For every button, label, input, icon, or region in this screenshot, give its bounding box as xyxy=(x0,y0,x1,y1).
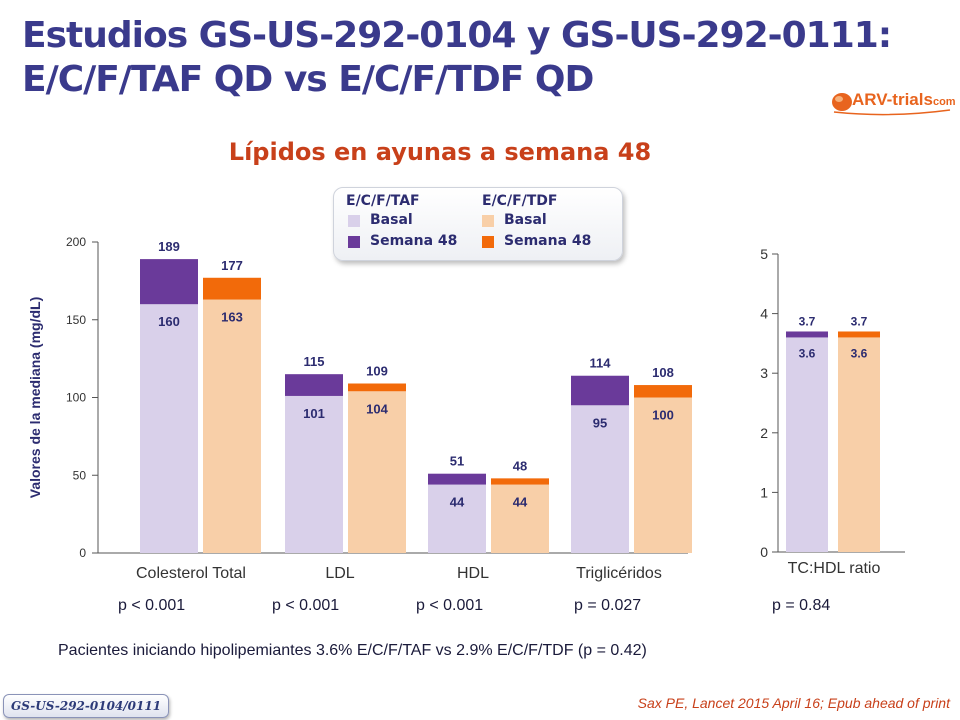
y-tick-label: 50 xyxy=(73,468,87,482)
reference-citation: Sax PE, Lancet 2015 April 16; Epub ahead… xyxy=(637,695,950,711)
p-value-colesterol: p < 0.001 xyxy=(118,597,186,614)
legend-swatch-tdf-week48 xyxy=(482,236,494,248)
data-label-taf-week48-ldl: 115 xyxy=(304,354,325,369)
bar-taf-basal-hdl xyxy=(428,484,486,553)
bar-taf-week48-tc-hdl xyxy=(786,331,828,338)
ratio-x-axis-title: TC:HDL ratio xyxy=(788,560,881,577)
legend-label-tdf-basal: Basal xyxy=(504,212,547,228)
ratio-y-tick-label: 0 xyxy=(760,544,768,560)
data-label-tdf-basal-hdl: 44 xyxy=(513,495,528,510)
p-value-tc-hdl: p = 0.84 xyxy=(772,597,831,614)
bar-taf-basal-tc-hdl xyxy=(786,337,828,552)
data-label-taf-basal-tc-hdl: 3.6 xyxy=(799,346,816,360)
bar-tdf-week48-trigliceridos xyxy=(634,385,692,398)
slide-title-line2: E/C/F/TAF QD vs E/C/F/TDF QD xyxy=(22,59,594,100)
p-value-hdl: p < 0.001 xyxy=(416,597,484,614)
data-label-tdf-basal-colesterol-total: 163 xyxy=(221,310,243,325)
y-axis-title: Valores de la mediana (mg/dL) xyxy=(27,297,43,499)
legend-swatch-taf-basal xyxy=(348,215,360,227)
y-tick-label: 0 xyxy=(79,546,86,560)
y-tick-label: 200 xyxy=(66,235,86,249)
logo-text-suffix: com xyxy=(932,96,956,108)
bar-tdf-week48-tc-hdl xyxy=(838,331,880,338)
bar-tdf-basal-hdl xyxy=(491,484,549,553)
logo-text: ARV-trialscom xyxy=(852,90,956,110)
bar-tdf-basal-colesterol-total xyxy=(203,299,261,553)
p-value-ldl: p < 0.001 xyxy=(272,597,340,614)
ratio-y-tick-label: 3 xyxy=(760,365,768,381)
ratio-y-tick-label: 5 xyxy=(760,246,768,262)
p-value-trigliceridos: p = 0.027 xyxy=(574,597,642,614)
legend-swatch-tdf-basal xyxy=(482,215,494,227)
data-label-taf-basal-colesterol-total: 160 xyxy=(158,314,180,329)
ratio-y-tick-label: 2 xyxy=(760,425,768,441)
data-label-tdf-week48-colesterol-total: 177 xyxy=(221,258,243,273)
bar-taf-week48-hdl xyxy=(428,473,486,485)
x-category-label-hdl: HDL xyxy=(457,565,489,582)
data-label-tdf-week48-hdl: 48 xyxy=(513,458,527,473)
bar-tdf-week48-ldl xyxy=(348,383,406,392)
data-label-taf-week48-colesterol-total: 189 xyxy=(158,239,180,254)
footnote-hypolipidemic: Pacientes iniciando hipolipemiantes 3.6%… xyxy=(58,642,647,659)
legend-label-taf-week48: Semana 48 xyxy=(370,233,458,249)
chart-title: Lípidos en ayunas a semana 48 xyxy=(228,138,652,166)
data-label-tdf-week48-trigliceridos: 108 xyxy=(652,365,674,380)
legend-label-taf-basal: Basal xyxy=(370,212,413,228)
x-category-label-colesterol-total: Colesterol Total xyxy=(136,565,246,582)
legend-swatch-taf-week48 xyxy=(348,236,360,248)
y-tick-label: 100 xyxy=(66,391,86,405)
bar-taf-week48-trigliceridos xyxy=(571,375,629,406)
bar-tdf-basal-tc-hdl xyxy=(838,337,880,552)
y-tick-label: 150 xyxy=(66,313,86,327)
data-label-tdf-week48-tc-hdl: 3.7 xyxy=(851,314,868,328)
bar-taf-basal-trigliceridos xyxy=(571,405,629,553)
data-label-taf-week48-tc-hdl: 3.7 xyxy=(799,314,816,328)
bar-tdf-week48-colesterol-total xyxy=(203,277,261,300)
legend-tdf-header: E/C/F/TDF xyxy=(482,193,558,209)
legend: E/C/F/TAF E/C/F/TDF Basal Semana 48 Basa… xyxy=(333,187,623,261)
data-label-taf-basal-hdl: 44 xyxy=(450,495,465,510)
bar-tdf-basal-trigliceridos xyxy=(634,397,692,553)
ratio-y-tick-label: 4 xyxy=(760,306,768,322)
slide-title: Estudios GS-US-292-0104 y GS-US-292-0111… xyxy=(22,14,922,102)
bar-taf-week48-ldl xyxy=(285,374,343,396)
data-label-tdf-week48-ldl: 109 xyxy=(366,364,388,379)
data-label-tdf-basal-tc-hdl: 3.6 xyxy=(851,346,868,360)
bar-taf-week48-colesterol-total xyxy=(140,259,198,305)
arv-trials-logo xyxy=(832,93,951,116)
legend-label-tdf-week48: Semana 48 xyxy=(504,233,592,249)
bar-taf-basal-colesterol-total xyxy=(140,304,198,553)
data-label-taf-week48-hdl: 51 xyxy=(450,454,464,469)
study-badge: GS-US-292-0104/0111 xyxy=(3,694,169,718)
data-label-taf-basal-ldl: 101 xyxy=(303,406,325,421)
x-category-label-trigliceridos: Triglicéridos xyxy=(576,565,662,582)
data-label-taf-basal-trigliceridos: 95 xyxy=(593,415,607,430)
legend-taf-header: E/C/F/TAF xyxy=(346,193,420,209)
x-category-label-ldl: LDL xyxy=(325,565,354,582)
bar-tdf-basal-ldl xyxy=(348,391,406,553)
bar-tdf-week48-hdl xyxy=(491,478,549,485)
data-label-tdf-basal-trigliceridos: 100 xyxy=(652,408,674,423)
ratio-y-tick-label: 1 xyxy=(760,484,768,500)
slide-title-line1: Estudios GS-US-292-0104 y GS-US-292-0111… xyxy=(22,15,892,56)
bar-taf-basal-ldl xyxy=(285,395,343,553)
data-label-tdf-basal-ldl: 104 xyxy=(366,401,388,416)
data-label-taf-week48-trigliceridos: 114 xyxy=(590,356,612,371)
logo-text-main: ARV-trials xyxy=(852,90,933,109)
